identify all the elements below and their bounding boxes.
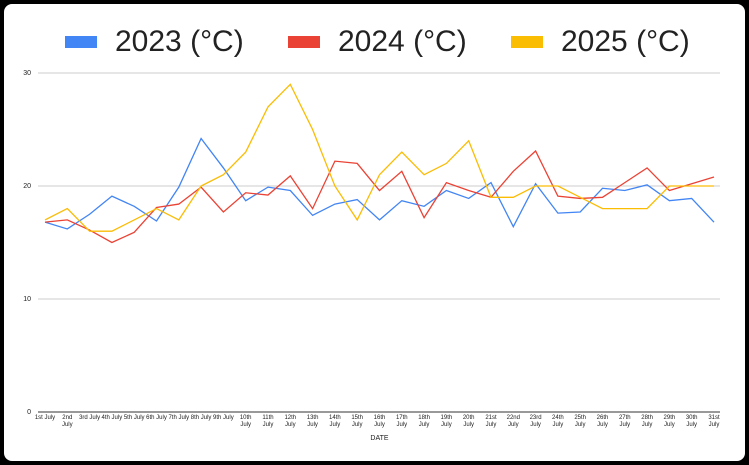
y-tick-label: 30 <box>23 70 31 77</box>
x-tick-label: 18th July <box>418 415 430 428</box>
y-tick-label: 10 <box>23 296 31 303</box>
x-tick-label: 3rd July <box>79 415 101 421</box>
y-tick-label: 20 <box>23 183 31 190</box>
x-tick-label: 2nd July <box>61 415 73 428</box>
legend-swatch <box>65 36 97 48</box>
x-tick-label: 28th July <box>641 415 653 428</box>
legend-swatch <box>288 36 320 48</box>
legend-label: 2023 (°C) <box>115 25 244 58</box>
x-tick-label: 5th July <box>123 415 145 421</box>
x-tick-label: 12th July <box>284 415 297 428</box>
x-tick-label: 1st July <box>34 415 56 421</box>
legend-label: 2024 (°C) <box>338 25 467 58</box>
x-tick-label: 31st July <box>708 415 720 428</box>
chart-panel <box>4 4 745 461</box>
x-tick-label: 16th July <box>373 415 386 428</box>
x-tick-label: 8th July <box>190 415 212 421</box>
x-tick-label: 13th July <box>306 415 319 428</box>
x-tick-label: 23rd July <box>529 415 542 428</box>
x-tick-label: 21st July <box>485 415 497 428</box>
y-tick-label: 0 <box>27 409 31 416</box>
x-tick-label: 14th July <box>329 415 341 428</box>
legend-label: 2025 (°C) <box>561 25 690 58</box>
x-tick-label: 6th July <box>146 415 167 421</box>
x-tick-label: 15th July <box>351 415 364 428</box>
x-tick-label: 10th July <box>239 415 252 428</box>
x-tick-label: 20th July <box>462 415 475 428</box>
x-axis-label: DATE <box>370 435 388 442</box>
legend-swatch <box>511 36 543 48</box>
x-tick-label: 4th July <box>101 415 123 421</box>
series-line <box>44 137 715 230</box>
x-tick-label: 26th July <box>596 415 609 428</box>
x-tick-label: 11th July <box>262 415 274 428</box>
x-tick-label: 29th July <box>663 415 676 428</box>
series-line <box>44 149 715 244</box>
x-tick-label: 24th July <box>552 415 564 428</box>
x-tick-label: 17th July <box>395 415 408 428</box>
x-tick-label: 7th July <box>168 415 190 421</box>
x-tick-label: 30th July <box>685 415 698 428</box>
x-tick-label: 9th July <box>213 415 234 421</box>
x-tick-label: 22nd July <box>506 415 520 428</box>
x-tick-label: 25th July <box>574 415 587 428</box>
series-line <box>44 83 714 232</box>
x-tick-label: 27th July <box>618 415 631 428</box>
x-tick-label: 19th July <box>440 415 453 428</box>
